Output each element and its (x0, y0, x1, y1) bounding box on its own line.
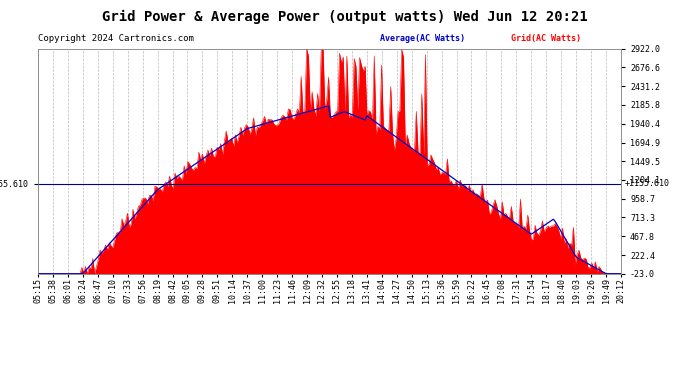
Text: Average(AC Watts): Average(AC Watts) (380, 34, 464, 43)
Text: Grid(AC Watts): Grid(AC Watts) (511, 34, 580, 43)
Text: +1155.610: +1155.610 (625, 179, 670, 188)
Text: Grid Power & Average Power (output watts) Wed Jun 12 20:21: Grid Power & Average Power (output watts… (102, 9, 588, 24)
Text: Copyright 2024 Cartronics.com: Copyright 2024 Cartronics.com (38, 34, 194, 43)
